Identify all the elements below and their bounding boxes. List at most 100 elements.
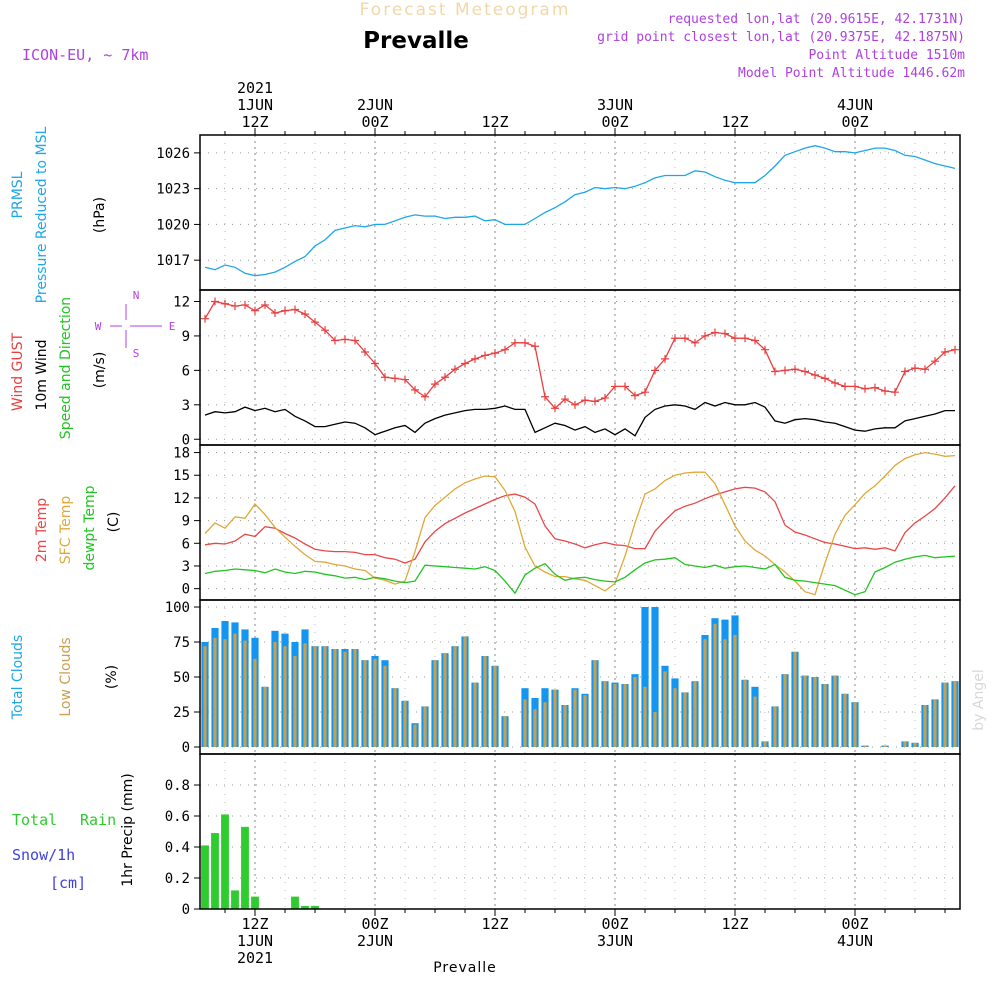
gust-marker: [321, 326, 329, 335]
cloud-low-bar: [633, 677, 637, 747]
cloud-low-bar: [903, 741, 907, 747]
gust-marker: [231, 302, 239, 311]
ytick-label: 0.6: [165, 809, 190, 825]
cloud-low-bar: [813, 677, 817, 747]
time-label-top: 00Z: [841, 113, 868, 131]
gust-marker: [841, 382, 849, 391]
gust-marker: [251, 306, 259, 315]
time-label-top: 12Z: [241, 113, 268, 131]
rain-bar: [201, 845, 209, 909]
cloud-low-bar: [203, 646, 207, 747]
model-name: ICON-EU, ~ 7km: [22, 46, 148, 64]
data-layer: [201, 145, 959, 909]
gust-marker: [791, 365, 799, 374]
time-label-bottom: 12Z: [241, 915, 268, 933]
cloud-low-bar: [443, 653, 447, 747]
ytick-label: 3: [182, 398, 190, 414]
rain-bar: [211, 833, 219, 909]
axes-layer: 1017102010231026036912036912151802550751…: [156, 79, 961, 967]
time-label-bottom: 4JUN: [837, 932, 873, 950]
cloud-low-bar: [213, 637, 217, 747]
gust-marker: [491, 349, 499, 358]
cloud-low-bar: [753, 696, 757, 747]
ytick-label: 6: [182, 536, 190, 552]
cloud-low-bar: [293, 656, 297, 747]
cloud-low-bar: [933, 699, 937, 747]
requested-coords: requested lon,lat (20.9615E, 42.1731N): [668, 12, 965, 27]
cloud-low-bar: [823, 684, 827, 747]
gust-marker: [581, 396, 589, 405]
gust-marker: [761, 345, 769, 354]
time-label-bottom: 00Z: [601, 915, 628, 933]
ytick-label: 6: [182, 363, 190, 379]
rain-bar: [251, 896, 259, 909]
ytick-label: 1023: [156, 182, 190, 198]
gust-marker: [521, 338, 529, 347]
ytick-label: 15: [173, 468, 190, 484]
gust-marker: [331, 336, 339, 345]
pressure-line: [204, 145, 956, 277]
cloud-low-bar: [913, 742, 917, 747]
cloud-low-bar: [683, 692, 687, 747]
cloud-low-bar: [723, 639, 727, 747]
cloud-low-bar: [433, 660, 437, 747]
gust-marker: [241, 300, 249, 309]
gust-marker: [591, 397, 599, 406]
gust-marker: [561, 395, 569, 404]
gust-marker: [821, 374, 829, 383]
gust-marker: [201, 314, 209, 323]
gust-marker: [461, 359, 469, 368]
gust-label: Wind GUST: [10, 332, 26, 411]
time-label-bottom: 1JUN: [237, 932, 273, 950]
ytick-label: 0: [182, 902, 190, 918]
cloud-low-bar: [373, 658, 377, 747]
gust-marker: [901, 367, 909, 376]
cloud-low-bar: [223, 639, 227, 747]
compass-n: N: [133, 289, 140, 302]
cloud-low-bar: [273, 642, 277, 747]
gust-marker: [211, 297, 219, 306]
cloud-low-bar: [763, 741, 767, 747]
ytick-label: 9: [182, 329, 190, 345]
gust-marker: [411, 385, 419, 394]
cloud-low-bar: [393, 688, 397, 747]
rain-label: Rain: [80, 811, 116, 829]
gust-marker: [541, 392, 549, 401]
wind-unit: (m/s): [92, 352, 108, 389]
ytick-label: 1020: [156, 217, 190, 233]
ytick-label: 12: [173, 491, 190, 507]
wind-dir-label: Speed and Direction: [58, 297, 74, 439]
gust-marker: [341, 335, 349, 344]
gust-marker: [631, 391, 639, 400]
precip-unit: 1hr Precip (mm): [120, 773, 136, 886]
panel-frame: [199, 289, 961, 446]
panel-frame: [199, 444, 961, 601]
pressure-label: Pressure Reduced to MSL: [34, 126, 50, 303]
ytick-label: 9: [182, 514, 190, 530]
compass-w: W: [95, 320, 102, 333]
watermark: by Angel: [971, 669, 987, 730]
cloud-low-bar: [573, 689, 577, 747]
temp2m-line: [204, 485, 956, 564]
gust-marker: [721, 329, 729, 338]
wind-label: 10m Wind: [34, 339, 50, 410]
cloud-low-bar: [463, 636, 467, 747]
gust-marker: [431, 380, 439, 389]
compass-e: E: [169, 320, 176, 333]
ytick-label: 1026: [156, 146, 190, 162]
gust-marker: [371, 359, 379, 368]
cloud-low-bar: [503, 716, 507, 747]
gust-marker: [811, 370, 819, 379]
gust-marker: [831, 379, 839, 387]
temp2m-label: 2m Temp: [34, 498, 50, 562]
point-altitude: Point Altitude 1510m: [808, 48, 965, 63]
gust-marker: [731, 334, 739, 343]
cloud-low-bar: [333, 649, 337, 747]
ytick-label: 18: [173, 446, 190, 462]
gust-marker: [351, 336, 359, 345]
gust-marker: [301, 310, 309, 319]
ytick-label: 75: [173, 635, 190, 651]
dewpt-label: dewpt Temp: [82, 485, 98, 570]
gust-marker: [571, 400, 579, 409]
